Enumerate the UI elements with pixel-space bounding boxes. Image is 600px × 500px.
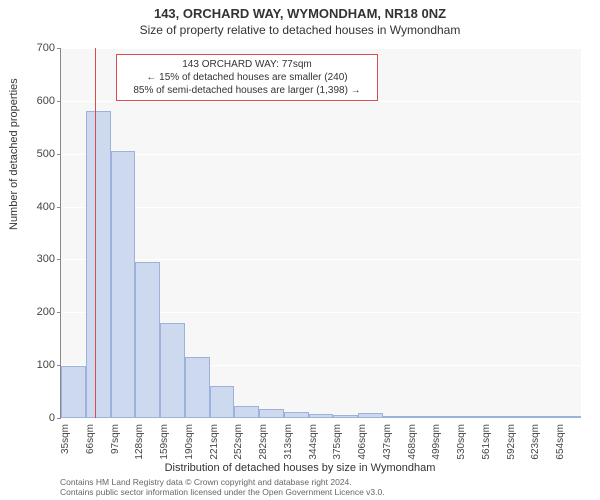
xtick-label: 499sqm [431,424,442,464]
annotation-line: 143 ORCHARD WAY: 77sqm [123,58,371,71]
ytick-mark [57,418,61,419]
xtick-label: 159sqm [159,424,170,464]
xtick-label: 252sqm [233,424,244,464]
ytick-label: 400 [15,201,55,213]
gridline [61,259,581,260]
histogram-bar [482,416,507,418]
xtick-label: 221sqm [209,424,220,464]
histogram-bar [160,323,185,418]
plot-area: 143 ORCHARD WAY: 77sqm← 15% of detached … [60,48,581,419]
ytick-label: 700 [15,42,55,54]
xtick-label: 128sqm [134,424,145,464]
histogram-bar [86,111,111,418]
footer-attribution: Contains HM Land Registry data © Crown c… [60,478,385,498]
histogram-bar [507,416,532,418]
histogram-bar [111,151,136,418]
histogram-bar [259,409,284,419]
xtick-label: 313sqm [283,424,294,464]
property-marker-line [95,48,97,418]
ytick-label: 200 [15,306,55,318]
gridline [61,207,581,208]
xtick-label: 282sqm [258,424,269,464]
ytick-label: 500 [15,148,55,160]
histogram-bar [531,416,556,418]
xtick-label: 592sqm [506,424,517,464]
xtick-label: 97sqm [110,424,121,464]
xtick-label: 654sqm [555,424,566,464]
xtick-label: 344sqm [308,424,319,464]
ytick-mark [57,48,61,49]
histogram-bar [210,386,235,418]
histogram-bar [556,416,581,418]
gridline [61,154,581,155]
histogram-bar [333,415,358,418]
histogram-bar [457,416,482,418]
annotation-box: 143 ORCHARD WAY: 77sqm← 15% of detached … [116,54,378,101]
xtick-label: 623sqm [530,424,541,464]
xtick-label: 561sqm [481,424,492,464]
ytick-label: 100 [15,359,55,371]
xtick-label: 468sqm [407,424,418,464]
chart-container: 143, ORCHARD WAY, WYMONDHAM, NR18 0NZ Si… [0,0,600,500]
xtick-label: 66sqm [85,424,96,464]
ytick-mark [57,101,61,102]
gridline [61,48,581,49]
ytick-mark [57,207,61,208]
annotation-line: ← 15% of detached houses are smaller (24… [123,71,371,84]
gridline [61,418,581,419]
footer-line-2: Contains public sector information licen… [60,488,385,498]
xtick-label: 530sqm [456,424,467,464]
page-title: 143, ORCHARD WAY, WYMONDHAM, NR18 0NZ [0,0,600,21]
page-subtitle: Size of property relative to detached ho… [0,21,600,37]
xtick-label: 406sqm [357,424,368,464]
ytick-label: 0 [15,412,55,424]
histogram-bar [61,366,86,418]
histogram-bar [234,406,259,418]
histogram-bar [284,412,309,418]
histogram-bar [358,413,383,418]
histogram-bar [432,416,457,418]
annotation-line: 85% of semi-detached houses are larger (… [123,84,371,97]
ytick-mark [57,259,61,260]
ytick-mark [57,154,61,155]
ytick-label: 600 [15,95,55,107]
ytick-label: 300 [15,253,55,265]
ytick-mark [57,312,61,313]
histogram-bar [309,414,334,418]
histogram-bar [185,357,210,418]
histogram-bar [135,262,160,418]
xtick-label: 375sqm [332,424,343,464]
histogram-bar [383,416,408,418]
histogram-bar [408,416,433,418]
xtick-label: 190sqm [184,424,195,464]
xtick-label: 35sqm [60,424,71,464]
xtick-label: 437sqm [382,424,393,464]
